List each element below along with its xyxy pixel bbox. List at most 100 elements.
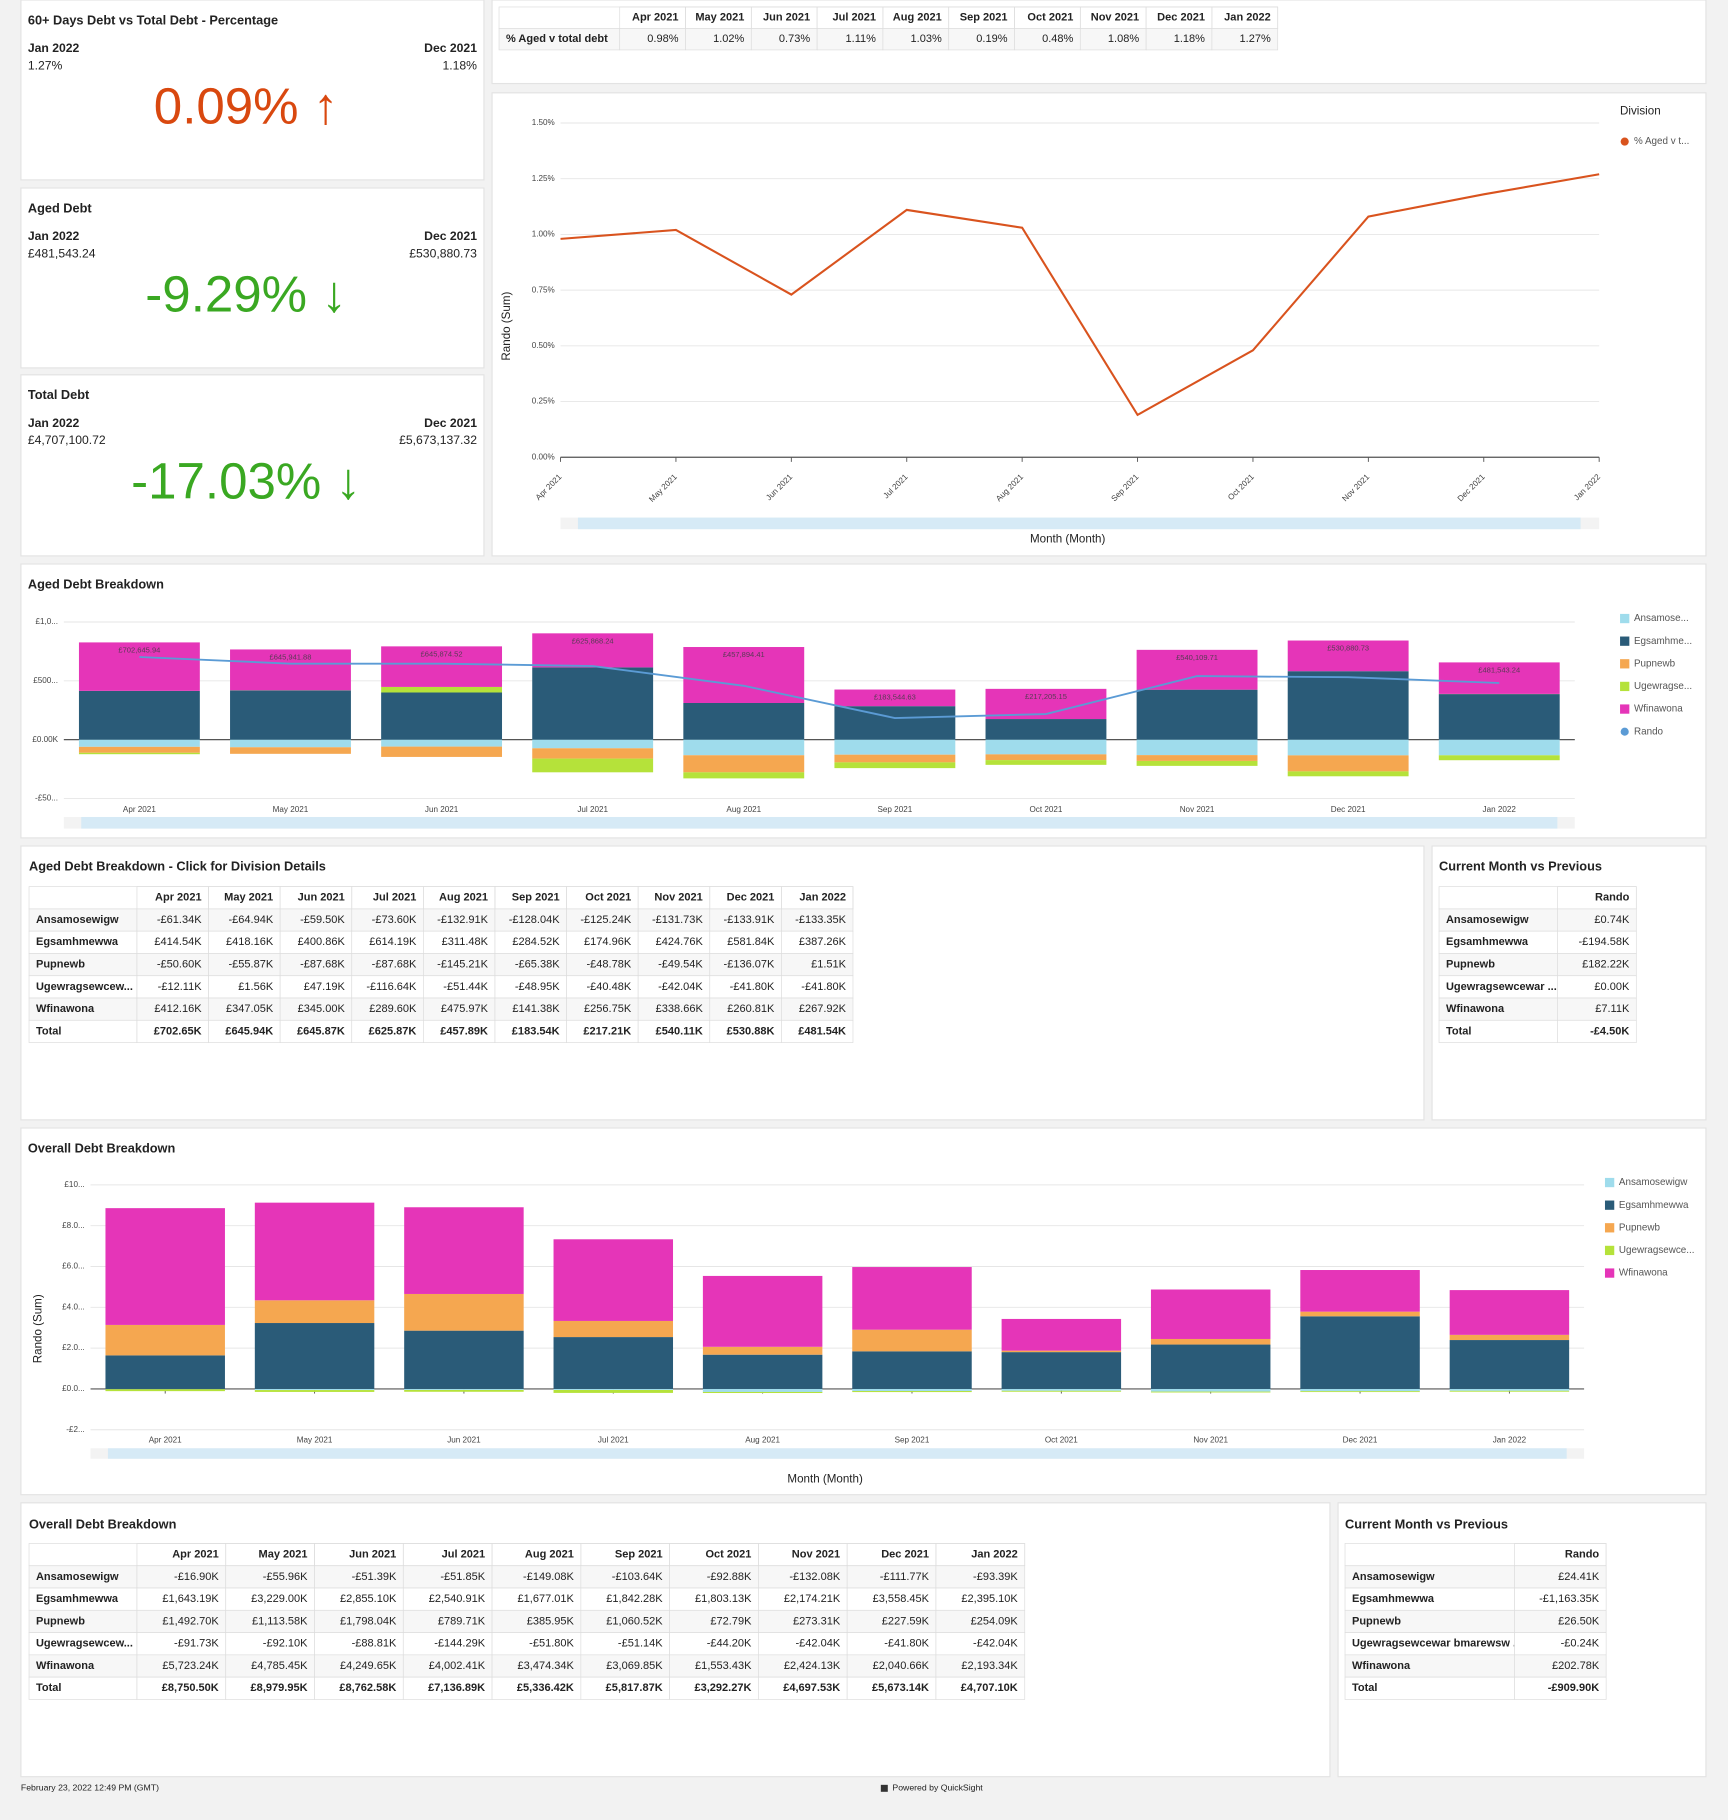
- x-tick-label: Apr 2021: [123, 805, 156, 814]
- cell-value: £1,842.28K: [606, 1593, 663, 1605]
- cell-value: £1,803.13K: [695, 1593, 752, 1605]
- bar-segment: [381, 739, 503, 747]
- bar-segment: [1001, 1350, 1122, 1353]
- cell-value: £387.26K: [799, 936, 847, 948]
- bar-segment: [1001, 1318, 1122, 1351]
- cell-value: -£61.34K: [157, 914, 202, 926]
- column-header: Rando: [1595, 892, 1630, 904]
- cell-value: £2,540.91K: [429, 1593, 486, 1605]
- y-tick-label: -£2...: [66, 1425, 84, 1434]
- column-header: May 2021: [224, 892, 273, 904]
- bar-segment: [683, 702, 805, 740]
- column-header: Aug 2021: [525, 1549, 574, 1561]
- bar-segment: [834, 754, 956, 763]
- row-label: Pupnewb: [36, 1615, 85, 1627]
- scrollbar[interactable]: [81, 816, 1558, 829]
- legend-swatch: [1620, 704, 1630, 714]
- cell-value: £8,979.95K: [251, 1682, 308, 1694]
- legend-label: Egsamhme...: [1634, 636, 1692, 647]
- cell-value: £4,785.45K: [251, 1660, 308, 1672]
- bar-segment: [404, 1207, 524, 1294]
- cell-value: £4,707.10K: [961, 1682, 1018, 1694]
- y-tick-label: £10...: [64, 1180, 84, 1189]
- data-label: £540,109.71: [1176, 653, 1218, 662]
- bar-segment: [1150, 1344, 1271, 1389]
- cell-value: -£49.54K: [658, 959, 703, 971]
- data-label: £217,205.15: [1025, 692, 1067, 701]
- legend-swatch: [1620, 681, 1630, 692]
- column-header: Jun 2021: [298, 892, 345, 904]
- y-tick-label: 0.00%: [532, 452, 555, 461]
- cell-value: £1.56K: [238, 981, 274, 993]
- bar-segment: [381, 692, 503, 740]
- table-cell: [1557, 1019, 1637, 1043]
- bar-segment: [702, 1388, 823, 1392]
- bar-segment: [381, 746, 503, 757]
- cell-value: 1.03%: [911, 33, 942, 45]
- legend-swatch: [1604, 1223, 1615, 1233]
- cell-value: £2,395.10K: [961, 1593, 1018, 1605]
- bar-segment: [834, 689, 956, 707]
- bar-segment: [1150, 1289, 1271, 1339]
- column-header: Oct 2021: [1027, 12, 1073, 24]
- cell-value: -£132.91K: [437, 914, 488, 926]
- scrollbar[interactable]: [577, 517, 1581, 530]
- bar-segment: [702, 1275, 823, 1347]
- kpi-panel: [20, 187, 485, 369]
- cell-value: £5,723.24K: [162, 1660, 219, 1672]
- cell-value: £347.05K: [226, 1003, 274, 1015]
- cell-value: -£50.60K: [157, 959, 202, 971]
- scrollbar[interactable]: [107, 1448, 1567, 1459]
- y-tick-label: £2.0...: [62, 1343, 85, 1352]
- cell-value: £338.66K: [656, 1003, 704, 1015]
- cell-value: £8,762.58K: [339, 1682, 396, 1694]
- cell-value: -£51.85K: [440, 1571, 485, 1583]
- column-header: Jan 2022: [971, 1549, 1018, 1561]
- cell-value: -£65.38K: [515, 959, 560, 971]
- bar-segment: [254, 1323, 375, 1389]
- cell-value: £141.38K: [512, 1003, 560, 1015]
- cell-value: £1,492.70K: [162, 1615, 219, 1627]
- data-label: £481,543.24: [1478, 666, 1520, 675]
- cell-value: -£4.50K: [1590, 1025, 1629, 1037]
- column-header: Aug 2021: [893, 12, 942, 24]
- bar-segment: [553, 1388, 674, 1390]
- bar-segment: [1287, 755, 1409, 772]
- x-axis-label: Month (Month): [787, 1473, 863, 1486]
- bar-segment: [1001, 1352, 1122, 1389]
- y-tick-label: £8.0...: [62, 1221, 85, 1230]
- legend-swatch: [1604, 1200, 1615, 1210]
- cell-value: £385.95K: [527, 1615, 575, 1627]
- cell-value: £345.00K: [298, 1003, 346, 1015]
- bar-segment: [702, 1354, 823, 1389]
- bar-segment: [702, 1391, 823, 1394]
- bar-segment: [1449, 1390, 1570, 1392]
- cell-value: £217.21K: [583, 1025, 631, 1037]
- row-label: Ansamosewigw: [1446, 914, 1529, 926]
- row-label: Ansamosewigw: [36, 1571, 119, 1583]
- bar-segment: [852, 1329, 972, 1352]
- table-title: Aged Debt Breakdown - Click for Division…: [29, 858, 326, 873]
- cell-value: £254.09K: [971, 1615, 1019, 1627]
- kpi-title: Total Debt: [28, 387, 90, 402]
- row-label: Wfinawona: [1446, 1003, 1505, 1015]
- column-header: Aug 2021: [439, 892, 488, 904]
- cell-value: £5,336.42K: [517, 1682, 574, 1694]
- cell-value: £412.16K: [154, 1003, 202, 1015]
- bar-segment: [1438, 694, 1560, 740]
- cell-value: -£42.04K: [795, 1638, 840, 1650]
- row-label: Total: [36, 1682, 62, 1694]
- y-tick-label: 0.50%: [532, 341, 555, 350]
- column-header: Rando: [1565, 1549, 1600, 1561]
- column-header: Nov 2021: [792, 1549, 840, 1561]
- kpi-right-label: Dec 2021: [424, 416, 477, 430]
- column-header: Apr 2021: [632, 12, 679, 24]
- y-tick-label: 0.75%: [532, 285, 555, 294]
- cell-value: -£1,163.35K: [1539, 1593, 1600, 1605]
- cell-value: -£128.04K: [509, 914, 560, 926]
- legend-label: Pupnewb: [1634, 658, 1676, 669]
- cell-value: £273.31K: [793, 1615, 841, 1627]
- cell-value: £183.54K: [512, 1025, 560, 1037]
- kpi-title: 60+ Days Debt vs Total Debt - Percentage: [28, 12, 278, 27]
- cell-value: £3,069.85K: [606, 1660, 663, 1672]
